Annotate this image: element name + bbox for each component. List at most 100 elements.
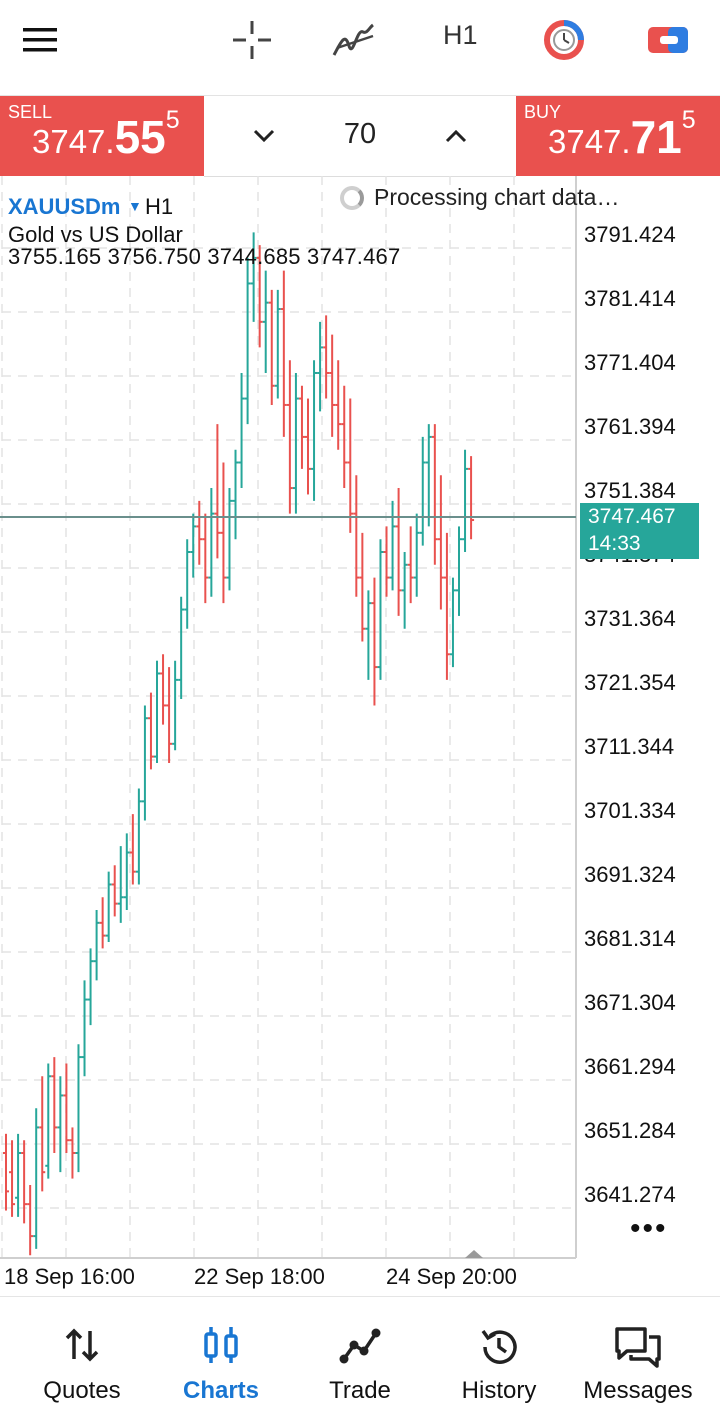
price-bar [238, 372, 245, 489]
price-bar [443, 532, 450, 680]
one-click-trading-icon[interactable] [540, 18, 588, 62]
price-bar [468, 456, 475, 540]
price-bar [286, 360, 293, 514]
processing-text: Processing chart data… [374, 184, 620, 210]
price-bar [359, 532, 366, 642]
price-bar [135, 788, 142, 885]
sell-button[interactable]: SELL 3747.555 [0, 96, 204, 176]
price-bar [172, 660, 179, 751]
price-bar [81, 980, 88, 1077]
price-tick-label: 3711.344 [584, 734, 675, 759]
price-bar [75, 1044, 82, 1173]
price-bar [99, 897, 106, 949]
messages-icon [566, 1325, 710, 1371]
time-tick-label: 18 Sep 16:00 [4, 1264, 135, 1289]
tab-messages-label: Messages [583, 1377, 693, 1404]
price-bar [214, 424, 221, 559]
price-bar [111, 865, 118, 917]
price-bar [449, 577, 456, 668]
bottom-navigation: Quotes Charts Trade History Messages [0, 1296, 720, 1422]
price-bar [335, 360, 342, 450]
price-bar [256, 245, 263, 348]
price-bar [15, 1133, 22, 1217]
bar-countdown: 14:33 [588, 532, 641, 555]
price-bar [389, 500, 396, 591]
price-chart[interactable] [0, 176, 720, 1294]
price-bar [292, 372, 299, 514]
price-bar [220, 462, 227, 604]
lot-size-input[interactable]: 70 [343, 118, 377, 150]
price-bar [274, 289, 281, 399]
price-bar [371, 577, 378, 706]
new-order-icon[interactable] [644, 18, 692, 62]
price-bar [63, 1063, 70, 1153]
price-bar [298, 385, 305, 469]
price-bar [425, 424, 432, 527]
top-toolbar: H1 [0, 0, 720, 96]
price-bar [329, 334, 336, 437]
price-bar [57, 1076, 64, 1173]
price-bar [208, 488, 215, 597]
price-bar [45, 1063, 52, 1179]
price-bar [244, 257, 251, 425]
tab-trade[interactable]: Trade [288, 1297, 432, 1422]
price-bar [377, 539, 384, 680]
symbol-description: Gold vs US Dollar [8, 222, 183, 247]
price-tick-label: 3641.274 [584, 1182, 676, 1207]
price-bar [123, 833, 130, 911]
decrease-lot-icon[interactable] [244, 118, 284, 154]
price-tick-label: 3721.354 [584, 670, 676, 695]
price-bar [395, 488, 402, 616]
price-bar [117, 846, 124, 923]
price-bar [196, 500, 203, 565]
time-tick-label: 22 Sep 18:00 [194, 1264, 325, 1289]
price-bar [69, 1127, 76, 1179]
current-price-tag: 3747.467 14:33 [580, 503, 699, 559]
buy-button[interactable]: BUY 3747.715 [516, 96, 720, 176]
sell-label: SELL [8, 102, 53, 122]
price-bar [365, 590, 372, 680]
price-bar [268, 289, 275, 405]
trade-icon [288, 1325, 432, 1371]
tab-charts[interactable]: Charts [149, 1297, 293, 1422]
price-tick-label: 3731.364 [584, 606, 676, 631]
tab-charts-label: Charts [182, 1377, 260, 1404]
price-bar [27, 1184, 34, 1256]
price-tick-label: 3691.324 [584, 862, 676, 887]
symbol-dropdown-icon[interactable]: ▼ [128, 198, 142, 214]
tab-messages[interactable]: Messages [566, 1297, 710, 1422]
price-bar [166, 667, 173, 763]
crosshair-icon[interactable] [228, 18, 276, 62]
more-options-icon[interactable]: ••• [630, 1212, 668, 1245]
price-tick-label: 3751.384 [584, 478, 676, 503]
price-bar [39, 1076, 46, 1192]
charts-icon [149, 1325, 293, 1371]
timeframe-button[interactable]: H1 [443, 20, 478, 50]
price-tick-label: 3661.294 [584, 1054, 676, 1079]
price-bar [419, 436, 426, 546]
price-bar [21, 1140, 28, 1224]
symbol-name[interactable]: XAUUSDm [8, 194, 121, 219]
price-bar [202, 513, 209, 604]
price-bar [9, 1140, 16, 1217]
price-bar [129, 814, 136, 885]
tab-quotes-label: Quotes [43, 1377, 121, 1404]
menu-icon[interactable] [16, 18, 64, 62]
price-bar [401, 551, 408, 629]
price-bar [347, 398, 354, 533]
price-bar [87, 948, 94, 1026]
price-bar [311, 360, 318, 501]
buy-price: 3747.715 [548, 106, 696, 163]
price-bar [280, 270, 287, 437]
tab-quotes[interactable]: Quotes [10, 1297, 154, 1422]
price-tick-label: 3761.394 [584, 414, 676, 439]
tab-trade-label: Trade [329, 1377, 391, 1404]
processing-status: Processing chart data… [340, 184, 619, 211]
price-bar [413, 513, 420, 597]
indicators-icon[interactable] [330, 18, 378, 62]
price-bar [178, 596, 185, 700]
price-bar [232, 449, 239, 540]
price-tick-label: 3771.404 [584, 350, 676, 375]
tab-history[interactable]: History [427, 1297, 571, 1422]
increase-lot-icon[interactable] [436, 118, 476, 154]
